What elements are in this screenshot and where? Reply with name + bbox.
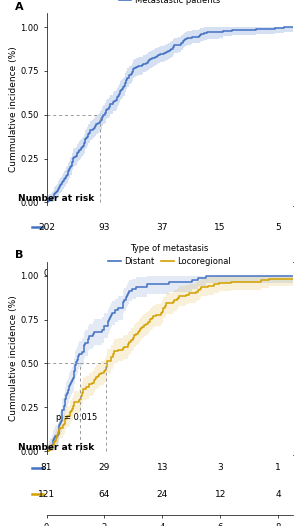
X-axis label: Time in years: Time in years xyxy=(139,281,200,290)
Text: Number at risk: Number at risk xyxy=(18,194,94,203)
Legend: Metastastic patients: Metastastic patients xyxy=(116,0,224,8)
Text: A: A xyxy=(14,2,23,12)
Text: B: B xyxy=(14,250,23,260)
Text: 81: 81 xyxy=(41,463,52,472)
Text: 64: 64 xyxy=(99,490,110,499)
Text: 4: 4 xyxy=(275,490,281,499)
Text: p = 0.015: p = 0.015 xyxy=(56,413,98,422)
Legend: Distant, Locoregional: Distant, Locoregional xyxy=(105,241,234,270)
Text: 29: 29 xyxy=(99,463,110,472)
Text: 202: 202 xyxy=(38,222,55,231)
Text: 24: 24 xyxy=(157,490,168,499)
Text: 5: 5 xyxy=(275,222,281,231)
Text: Number at risk: Number at risk xyxy=(18,442,94,451)
Text: 12: 12 xyxy=(214,490,226,499)
Text: 121: 121 xyxy=(38,490,55,499)
Text: 93: 93 xyxy=(99,222,110,231)
Text: 37: 37 xyxy=(157,222,168,231)
Text: 1: 1 xyxy=(275,463,281,472)
Text: 13: 13 xyxy=(157,463,168,472)
Y-axis label: Cummulative incidence (%): Cummulative incidence (%) xyxy=(9,47,18,173)
Text: 3: 3 xyxy=(217,463,223,472)
Text: 15: 15 xyxy=(214,222,226,231)
Y-axis label: Cummulative incidence (%): Cummulative incidence (%) xyxy=(9,295,18,421)
